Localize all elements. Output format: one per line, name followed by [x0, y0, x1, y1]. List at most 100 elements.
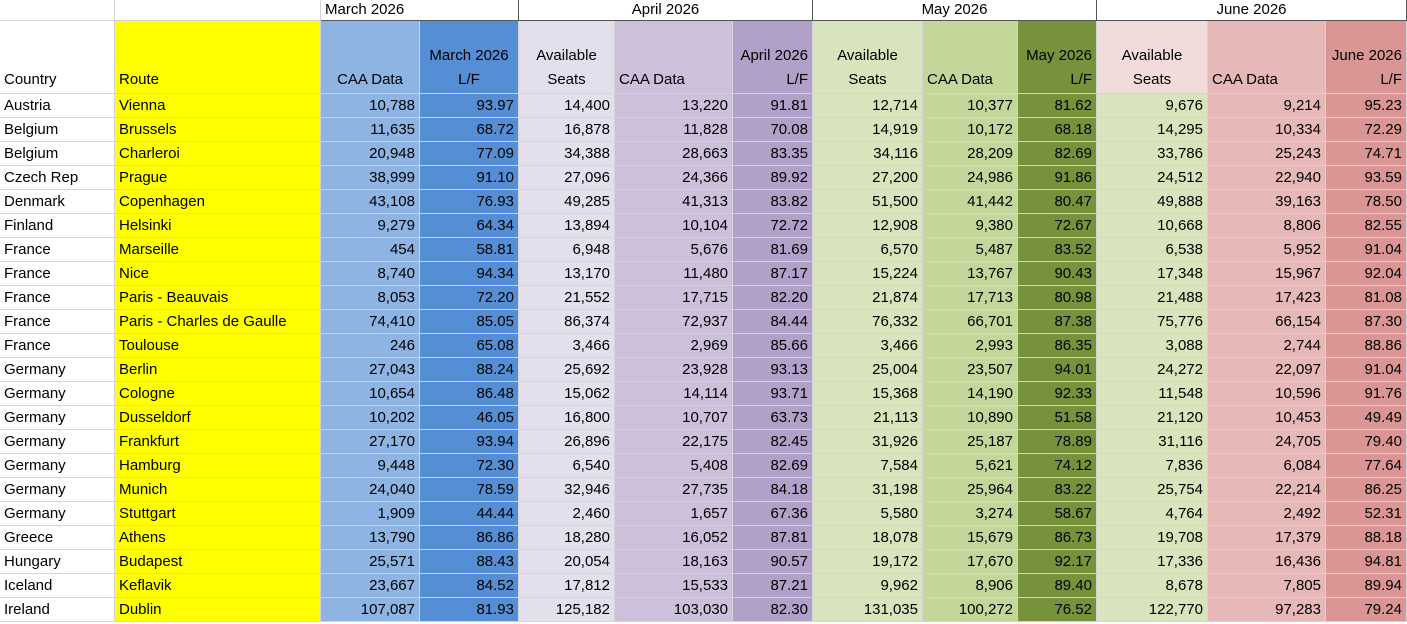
route-cell: Munich — [115, 478, 321, 502]
cell-text: 91.10 — [476, 169, 514, 186]
cell-text: 10,104 — [682, 217, 728, 234]
cell-text: 65.08 — [476, 337, 514, 354]
cell-text: 82.55 — [1364, 217, 1402, 234]
value-cell: 79.40 — [1326, 430, 1407, 454]
value-cell: 131,035 — [813, 598, 923, 622]
cell-text: 49,888 — [1157, 193, 1203, 210]
cell-text: 81.69 — [770, 241, 808, 258]
cell-text: 16,052 — [682, 529, 728, 546]
value-cell: 21,113 — [813, 406, 923, 430]
cell-text: 17,713 — [967, 289, 1013, 306]
cell-text: 76.52 — [1054, 601, 1092, 618]
cell-text: 17,423 — [1275, 289, 1321, 306]
value-cell: 49,888 — [1097, 190, 1208, 214]
value-cell: 10,707 — [615, 406, 733, 430]
country-cell: Germany — [0, 454, 115, 478]
cell-text: 8,906 — [975, 577, 1013, 594]
route-cell: Dusseldorf — [115, 406, 321, 430]
value-cell: 82.20 — [733, 286, 813, 310]
cell-text: 79.40 — [1364, 433, 1402, 450]
cell-text: 80.47 — [1054, 193, 1092, 210]
cell-text: 2,492 — [1283, 505, 1321, 522]
cell-text: 52.31 — [1364, 505, 1402, 522]
cell-text: Helsinki — [119, 217, 172, 234]
value-cell: 14,295 — [1097, 118, 1208, 142]
cell-text: Brussels — [119, 121, 177, 138]
country-cell: Germany — [0, 478, 115, 502]
value-cell: 87.21 — [733, 574, 813, 598]
cell-text: Charleroi — [119, 145, 180, 162]
cell-text: 88.18 — [1364, 529, 1402, 546]
cell-text: 14,295 — [1157, 121, 1203, 138]
cell-text: 6,538 — [1165, 241, 1203, 258]
cell-text: Available Seats — [536, 47, 597, 88]
value-cell: 84.44 — [733, 310, 813, 334]
cell-text: 91.04 — [1364, 241, 1402, 258]
value-cell: 51.58 — [1018, 406, 1097, 430]
value-cell: 17,348 — [1097, 262, 1208, 286]
value-cell: 12,908 — [813, 214, 923, 238]
cell-text: 66,701 — [967, 313, 1013, 330]
value-cell: 25,964 — [923, 478, 1018, 502]
route-cell: Brussels — [115, 118, 321, 142]
cell-text: 2,993 — [975, 337, 1013, 354]
cell-text: Finland — [4, 217, 54, 234]
value-cell: 15,967 — [1208, 262, 1326, 286]
cell-text: 23,507 — [967, 361, 1013, 378]
value-cell: 83.35 — [733, 142, 813, 166]
value-cell: 9,448 — [321, 454, 420, 478]
value-cell: 32,946 — [519, 478, 615, 502]
cell-text: Germany — [4, 361, 66, 378]
value-cell: 7,836 — [1097, 454, 1208, 478]
cell-text: 13,790 — [369, 529, 415, 546]
value-cell: 31,116 — [1097, 430, 1208, 454]
value-cell: 84.52 — [420, 574, 519, 598]
cell-text: Cologne — [119, 385, 175, 402]
cell-text: 39,163 — [1275, 193, 1321, 210]
route-cell: Dublin — [115, 598, 321, 622]
cell-text: 66,154 — [1275, 313, 1321, 330]
column-header: Route — [115, 21, 321, 94]
cell-text: 1,909 — [377, 505, 415, 522]
column-header: May 2026 L/F — [1018, 21, 1097, 94]
cell-text: 82.45 — [770, 433, 808, 450]
value-cell: 49.49 — [1326, 406, 1407, 430]
cell-text: Athens — [119, 529, 166, 546]
cell-text: Marseille — [119, 241, 180, 258]
country-cell: Hungary — [0, 550, 115, 574]
month-group-header: June 2026 — [1097, 0, 1407, 21]
cell-text: 3,466 — [572, 337, 610, 354]
cell-text: 11,635 — [370, 121, 415, 138]
cell-text: 93.94 — [476, 433, 514, 450]
cell-text: 6,540 — [572, 457, 610, 474]
value-cell: 58.67 — [1018, 502, 1097, 526]
cell-text: 25,964 — [967, 481, 1013, 498]
route-cell: Cologne — [115, 382, 321, 406]
cell-text: 4,764 — [1165, 505, 1203, 522]
value-cell: 76.93 — [420, 190, 519, 214]
cell-text: 87.38 — [1054, 313, 1092, 330]
cell-text: 15,679 — [967, 529, 1013, 546]
value-cell: 6,538 — [1097, 238, 1208, 262]
cell-text: 12,908 — [872, 217, 918, 234]
value-cell: 21,552 — [519, 286, 615, 310]
cell-text: 18,163 — [682, 553, 728, 570]
cell-text: 22,940 — [1275, 169, 1321, 186]
cell-text: 86.25 — [1364, 481, 1402, 498]
cell-text: 16,878 — [564, 121, 610, 138]
cell-text: 95.23 — [1364, 97, 1402, 114]
value-cell: 28,663 — [615, 142, 733, 166]
value-cell: 15,062 — [519, 382, 615, 406]
value-cell: 89.40 — [1018, 574, 1097, 598]
value-cell: 76.52 — [1018, 598, 1097, 622]
column-header: Available Seats — [1097, 21, 1208, 94]
cell-text: 21,552 — [564, 289, 610, 306]
value-cell: 76,332 — [813, 310, 923, 334]
cell-text: 28,209 — [967, 145, 1013, 162]
cell-text: 24,705 — [1275, 433, 1321, 450]
value-cell: 72.67 — [1018, 214, 1097, 238]
cell-text: 21,120 — [1157, 409, 1203, 426]
value-cell: 93.59 — [1326, 166, 1407, 190]
value-cell: 7,584 — [813, 454, 923, 478]
cell-text: Czech Rep — [4, 169, 79, 186]
